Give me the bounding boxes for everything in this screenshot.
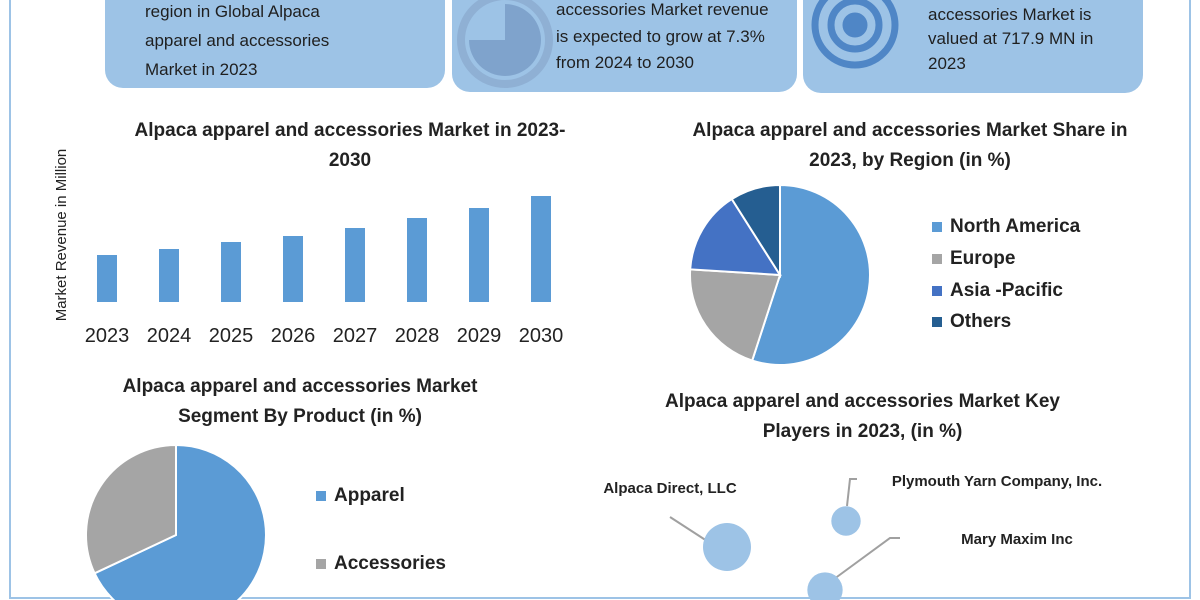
legend-swatch [932, 221, 942, 232]
bubble [831, 506, 861, 536]
legend-swatch [932, 285, 942, 296]
legend-item: Europe [932, 248, 1015, 270]
chart-title: Alpaca apparel and accessories Market in… [134, 120, 566, 171]
legend-item: North America [932, 216, 1080, 238]
info-text: from 2024 to 2030 [556, 53, 694, 72]
chart-title: Alpaca apparel and accessories Market Ke… [665, 391, 1060, 442]
legend-label: Apparel [334, 485, 405, 506]
x-tick-label: 2030 [519, 325, 564, 347]
info-text: is expected to grow at 7.3% [556, 27, 765, 46]
x-tick-label: 2028 [395, 325, 440, 347]
chart-title: Alpaca apparel and accessories Market Sh… [692, 120, 1128, 171]
target-icon [811, 0, 899, 69]
info-text: 2023 [928, 54, 966, 73]
y-axis-label: Market Revenue in Million [53, 148, 70, 322]
bubble [702, 522, 752, 572]
bubble-label: Plymouth Yarn Company, Inc. [892, 473, 1102, 490]
info-text: Market in 2023 [145, 60, 258, 79]
bar [159, 249, 179, 302]
info-box [803, 0, 1143, 93]
pie-icon [457, 0, 553, 88]
info-text: region in Global Alpaca [145, 2, 320, 21]
legend-item: Others [932, 311, 1011, 333]
legend-swatch [932, 316, 942, 327]
info-box [105, 0, 445, 88]
pie-slice [689, 197, 782, 277]
pie-slice [85, 443, 177, 575]
legend-label: Others [950, 311, 1012, 332]
chart-title: Alpaca apparel and accessories Market Se… [122, 376, 478, 427]
x-tick-label: 2023 [85, 325, 130, 347]
info-text: valued at 717.9 MN in [928, 29, 1094, 48]
info-text: accessories Market revenue [556, 0, 769, 19]
legend-label: Asia -Pacific [950, 280, 1063, 301]
legend-item: Asia -Pacific [932, 280, 1063, 302]
bubble-label: Mary Maxim Inc [961, 531, 1073, 548]
bubble [807, 572, 843, 600]
legend-label: Europe [950, 248, 1016, 269]
x-tick-label: 2027 [333, 325, 378, 347]
legend-swatch [316, 490, 326, 501]
bar [531, 196, 551, 302]
leader-lines [669, 478, 900, 583]
legend-item: Apparel [316, 485, 405, 507]
x-tick-label: 2025 [209, 325, 254, 347]
bar [97, 255, 117, 302]
pie-slice [750, 183, 871, 366]
legend-label: Accessories [334, 553, 446, 574]
bar [345, 228, 365, 302]
bar [221, 242, 241, 302]
x-tick-label: 2029 [457, 325, 502, 347]
info-text: apparel and accessories [145, 31, 330, 50]
legend-swatch [316, 558, 326, 569]
x-tick-label: 2024 [147, 325, 192, 347]
legend-label: North America [950, 216, 1081, 237]
legend-swatch [932, 253, 942, 264]
bar [407, 218, 427, 302]
pie-slice [689, 268, 782, 362]
info-text: accessories Market is [928, 5, 1092, 24]
legend-item: Accessories [316, 553, 446, 575]
pie-slice [730, 183, 781, 279]
bar [469, 208, 489, 302]
x-tick-label: 2026 [271, 325, 316, 347]
pie-slice [93, 443, 267, 600]
bar [283, 236, 303, 302]
frame [9, 0, 1191, 599]
bubble-label: Alpaca Direct, LLC [603, 480, 737, 497]
